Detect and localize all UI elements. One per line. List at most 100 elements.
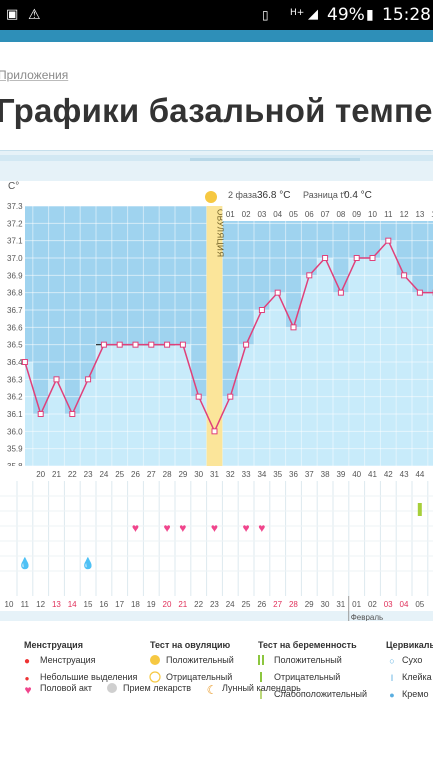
phase-value: 36.8 °C xyxy=(257,190,290,201)
temperature-point xyxy=(274,289,281,296)
cycle-day-label: 20 xyxy=(36,470,45,479)
temperature-point xyxy=(132,341,139,348)
legend-item: Сухо xyxy=(402,655,422,665)
legend-item: Водян xyxy=(402,706,428,707)
intercourse-heart-icon: ♥ xyxy=(163,521,170,535)
calendar-day-label: 14 xyxy=(68,600,77,609)
temperature-point xyxy=(69,411,76,417)
phase2-day-label: 05 xyxy=(289,210,298,219)
ovulation-band xyxy=(206,206,223,466)
cycle-day-label: 41 xyxy=(368,470,377,479)
legend-item: Небольшие выделения xyxy=(40,672,138,682)
diff-value: 0.4 °C xyxy=(344,190,372,201)
calendar-day-label: 01 xyxy=(352,600,361,609)
calendar-day-label: 31 xyxy=(336,600,345,609)
temperature-point xyxy=(164,341,171,348)
temperature-point xyxy=(53,376,60,383)
temperature-point xyxy=(337,289,344,296)
cycle-day-label: 32 xyxy=(226,470,235,479)
temperature-bar xyxy=(111,344,128,466)
calendar-day-label: 04 xyxy=(400,600,409,609)
temperature-point xyxy=(306,272,313,279)
cycle-day-label: 28 xyxy=(163,470,172,479)
calendar-day-label: 12 xyxy=(36,600,45,609)
temperature-bar xyxy=(159,344,175,466)
legend-title-menstruation: Менструация xyxy=(24,640,83,650)
legend-title-ovulation_test: Тест на овуляцию xyxy=(150,640,231,650)
phase2-day-label: 13 xyxy=(415,210,424,219)
calendar-day-label: 05 xyxy=(415,600,424,609)
breadcrumb[interactable]: Приложения xyxy=(0,68,69,82)
calendar-day-label: 16 xyxy=(99,600,108,609)
legend-bottom-item: Лунный календарь xyxy=(222,683,301,693)
temperature-bar xyxy=(175,344,191,466)
ovulation-negative-icon xyxy=(149,671,161,683)
cycle-day-label: 29 xyxy=(178,470,187,479)
calendar-day-label: 22 xyxy=(194,600,203,609)
legend-bottom-item: Прием лекарств xyxy=(123,683,191,693)
y-tick-label: 36.8 xyxy=(7,289,23,298)
chart-header xyxy=(0,181,433,206)
temperature-bar xyxy=(127,344,144,466)
temperature-bar xyxy=(301,275,318,466)
warning-icon: ⚠ xyxy=(28,7,41,23)
temperature-point xyxy=(211,428,218,435)
legend-panel xyxy=(0,621,433,707)
temperature-point xyxy=(401,272,408,279)
temperature-bar xyxy=(48,379,65,466)
legend-item: Кремо xyxy=(402,689,428,699)
phase2-day-label: 09 xyxy=(352,210,361,219)
cycle-day-label: 22 xyxy=(68,470,77,479)
cycle-days-row xyxy=(0,466,433,481)
y-tick-label: 36.7 xyxy=(7,306,23,315)
temperature-point xyxy=(195,393,202,400)
cycle-day-label: 43 xyxy=(400,470,409,479)
cervical-mucus-marker xyxy=(417,503,422,516)
bbt-chart[interactable]: С° 2 фаза 36.8 °C Разница t°0.4 °C 37.3 37.2 3… xyxy=(0,151,433,707)
temperature-point xyxy=(100,341,107,348)
pregnancy-positive-icon xyxy=(262,655,264,665)
image-icon: ▣ xyxy=(6,7,19,22)
legend-item: Положительный xyxy=(166,655,234,665)
medication-icon xyxy=(107,683,117,693)
phase2-day-label: 10 xyxy=(368,210,377,219)
cycle-day-label: 38 xyxy=(321,470,330,479)
temperature-point xyxy=(85,376,92,383)
moon-icon: ☾ xyxy=(207,683,218,697)
pregnancy-test-icon xyxy=(260,689,262,699)
cycle-day-label: 36 xyxy=(289,470,298,479)
phase2-day-label: 11 xyxy=(384,210,393,219)
temperature-point xyxy=(322,255,329,261)
temperature-bar xyxy=(80,379,96,466)
cycle-day-label: 30 xyxy=(194,470,203,479)
legend-item: Клейка xyxy=(402,672,432,682)
y-tick-label: 36.1 xyxy=(7,410,23,419)
legend-item: Отрицательный xyxy=(166,672,232,682)
y-tick-label: 36.4 xyxy=(7,358,23,367)
intercourse-legend-icon: ♥ xyxy=(24,683,31,697)
cycle-day-label: 44 xyxy=(415,470,424,479)
pregnancy-positive-icon xyxy=(258,655,260,665)
cycle-day-label: 26 xyxy=(131,470,140,479)
y-tick-label: 36.6 xyxy=(7,323,23,332)
intercourse-heart-icon: ♥ xyxy=(242,521,249,535)
calendar-day-label: 23 xyxy=(210,600,219,609)
cycle-day-label: 23 xyxy=(84,470,93,479)
calendar-day-label: 10 xyxy=(5,600,14,609)
signal-icon: ◢ xyxy=(308,7,318,22)
y-tick-label: 37.3 xyxy=(7,202,23,211)
legend-title-cervical: Цервикаль xyxy=(386,640,433,650)
spotting-drop-icon: 💧 xyxy=(81,557,95,570)
temperature-point xyxy=(416,289,423,296)
temperature-point xyxy=(21,359,28,365)
temperature-point xyxy=(37,411,44,417)
phase2-days-strip xyxy=(222,206,433,221)
status-bar: ▣ ⚠ ▯ H+ ◢ 49% ▮ 15:28 xyxy=(0,0,433,30)
calendar-day-label: 29 xyxy=(305,600,314,609)
bbt-chart-card: С° 2 фаза 36.8 °C Разница t° 0.4 °C 37.3 37.2 3… xyxy=(0,150,433,707)
calendar-day-label: 30 xyxy=(321,600,330,609)
spotting-drop-icon: 💧 xyxy=(18,557,32,570)
temperature-bar xyxy=(143,344,160,466)
phase2-day-label: 14 xyxy=(431,210,433,219)
